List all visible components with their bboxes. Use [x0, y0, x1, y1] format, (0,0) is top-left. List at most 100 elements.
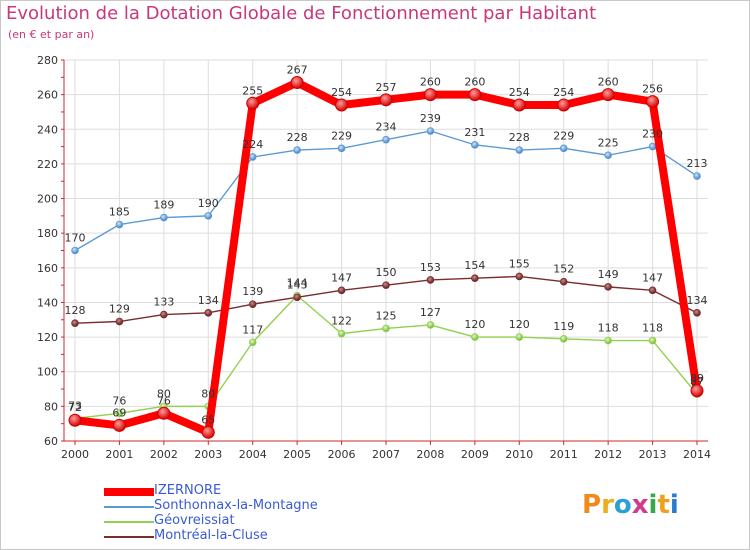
- data-point-izernore: [290, 76, 304, 90]
- data-point-montr-al-la-cluse: [471, 274, 479, 283]
- data-point-montr-al-la-cluse: [293, 293, 301, 302]
- data-label-g-ovreissiat: 120: [464, 318, 485, 331]
- data-point-sonthonnax-la-montagne: [160, 213, 168, 222]
- legend-swatch: [104, 521, 154, 523]
- data-label-montr-al-la-cluse: 149: [598, 268, 619, 281]
- axes: 60 80 100 120 140 160 180 200 220 240 260 280 2000 20…: [37, 54, 711, 461]
- x-tick-label: 2003: [194, 448, 222, 461]
- x-tick-label: 2007: [372, 448, 400, 461]
- data-point-sonthonnax-la-montagne: [426, 127, 435, 135]
- data-label-sonthonnax-la-montagne: 225: [598, 136, 619, 149]
- data-label-sonthonnax-la-montagne: 230: [642, 128, 663, 141]
- data-label-g-ovreissiat: 125: [376, 309, 397, 322]
- data-label-montr-al-la-cluse: 128: [65, 304, 86, 317]
- data-label-montr-al-la-cluse: 150: [376, 266, 397, 279]
- y-tick-label: 160: [37, 262, 58, 275]
- data-point-sonthonnax-la-montagne: [115, 220, 124, 229]
- chart-subtitle: (en € et par an): [8, 28, 95, 41]
- data-label-izernore: 255: [242, 84, 263, 97]
- data-point-g-ovreissiat: [559, 335, 568, 343]
- data-label-sonthonnax-la-montagne: 224: [242, 138, 263, 151]
- data-label-sonthonnax-la-montagne: 234: [376, 121, 397, 134]
- data-point-izernore: [646, 95, 660, 109]
- proxiti-logo: Proxiti: [582, 490, 679, 520]
- data-point-montr-al-la-cluse: [515, 272, 524, 281]
- data-point-izernore: [112, 418, 126, 432]
- y-tick-label: 120: [37, 331, 58, 344]
- data-point-montr-al-la-cluse: [693, 309, 701, 317]
- x-tick-label: 2012: [594, 448, 622, 461]
- y-tick-label: 240: [37, 123, 58, 136]
- data-label-g-ovreissiat: 119: [553, 320, 574, 333]
- data-point-g-ovreissiat: [248, 338, 257, 347]
- data-label-montr-al-la-cluse: 147: [331, 271, 352, 284]
- data-label-sonthonnax-la-montagne: 190: [198, 197, 219, 210]
- data-point-izernore: [690, 384, 704, 398]
- data-label-g-ovreissiat: 127: [420, 306, 441, 319]
- data-label-montr-al-la-cluse: 155: [509, 257, 530, 270]
- data-point-montr-al-la-cluse: [204, 309, 213, 317]
- data-point-montr-al-la-cluse: [160, 310, 168, 319]
- x-tick-label: 2014: [683, 448, 711, 461]
- data-label-izernore: 69: [112, 406, 126, 419]
- x-tick-label: 2002: [150, 448, 178, 461]
- x-tick-label: 2004: [239, 448, 267, 461]
- x-tick-label: 2013: [639, 448, 667, 461]
- data-point-g-ovreissiat: [382, 324, 390, 333]
- data-point-sonthonnax-la-montagne: [382, 135, 390, 144]
- x-tick-label: 2008: [416, 448, 444, 461]
- legend-label: IZERNORE: [154, 483, 222, 498]
- data-point-montr-al-la-cluse: [337, 286, 346, 295]
- data-point-izernore: [379, 93, 393, 107]
- data-label-sonthonnax-la-montagne: 170: [65, 232, 86, 245]
- data-point-g-ovreissiat: [426, 321, 435, 329]
- legend-swatch: [104, 536, 154, 538]
- data-label-montr-al-la-cluse: 143: [287, 278, 308, 291]
- data-label-izernore: 260: [464, 76, 485, 89]
- data-point-izernore: [201, 425, 215, 439]
- legend-label: Géovreissiat: [154, 513, 235, 528]
- data-label-montr-al-la-cluse: 133: [153, 296, 174, 309]
- y-tick-label: 220: [37, 158, 58, 171]
- data-point-izernore: [468, 88, 482, 102]
- series-group: [68, 76, 704, 439]
- data-point-izernore: [68, 413, 82, 427]
- data-label-izernore: 257: [376, 81, 397, 94]
- legend-label: Montréal-la-Cluse: [154, 528, 268, 543]
- data-label-montr-al-la-cluse: 153: [420, 261, 441, 274]
- data-label-g-ovreissiat: 120: [509, 318, 530, 331]
- data-point-sonthonnax-la-montagne: [293, 146, 301, 154]
- data-point-sonthonnax-la-montagne: [204, 212, 213, 220]
- data-point-sonthonnax-la-montagne: [515, 146, 524, 154]
- data-label-izernore: 254: [331, 86, 352, 99]
- y-tick-label: 140: [37, 296, 58, 309]
- data-label-sonthonnax-la-montagne: 231: [464, 126, 485, 139]
- data-point-montr-al-la-cluse: [71, 319, 79, 328]
- data-label-sonthonnax-la-montagne: 229: [331, 129, 352, 142]
- data-label-izernore: 260: [598, 76, 619, 89]
- data-label-izernore: 256: [642, 83, 663, 96]
- data-label-montr-al-la-cluse: 152: [553, 263, 574, 276]
- data-point-g-ovreissiat: [115, 409, 124, 418]
- data-label-g-ovreissiat: 80: [157, 387, 171, 400]
- data-label-montr-al-la-cluse: 134: [687, 294, 708, 307]
- x-tick-label: 2011: [550, 448, 578, 461]
- x-tick-label: 2001: [105, 448, 133, 461]
- data-point-izernore: [157, 406, 171, 420]
- data-point-izernore: [246, 96, 260, 110]
- data-label-sonthonnax-la-montagne: 189: [153, 199, 174, 212]
- x-tick-label: 2000: [61, 448, 89, 461]
- data-point-sonthonnax-la-montagne: [693, 172, 701, 180]
- data-label-g-ovreissiat: 87: [690, 375, 704, 388]
- data-point-g-ovreissiat: [337, 329, 346, 338]
- data-label-g-ovreissiat: 80: [201, 387, 215, 400]
- x-tick-label: 2009: [461, 448, 489, 461]
- data-point-sonthonnax-la-montagne: [559, 144, 568, 153]
- y-tick-label: 60: [44, 435, 58, 448]
- data-label-izernore: 260: [420, 76, 441, 89]
- data-label-sonthonnax-la-montagne: 185: [109, 206, 130, 219]
- data-point-g-ovreissiat: [515, 333, 524, 341]
- y-tick-label: 100: [37, 366, 58, 379]
- data-label-izernore: 267: [287, 64, 308, 77]
- y-tick-label: 280: [37, 54, 58, 67]
